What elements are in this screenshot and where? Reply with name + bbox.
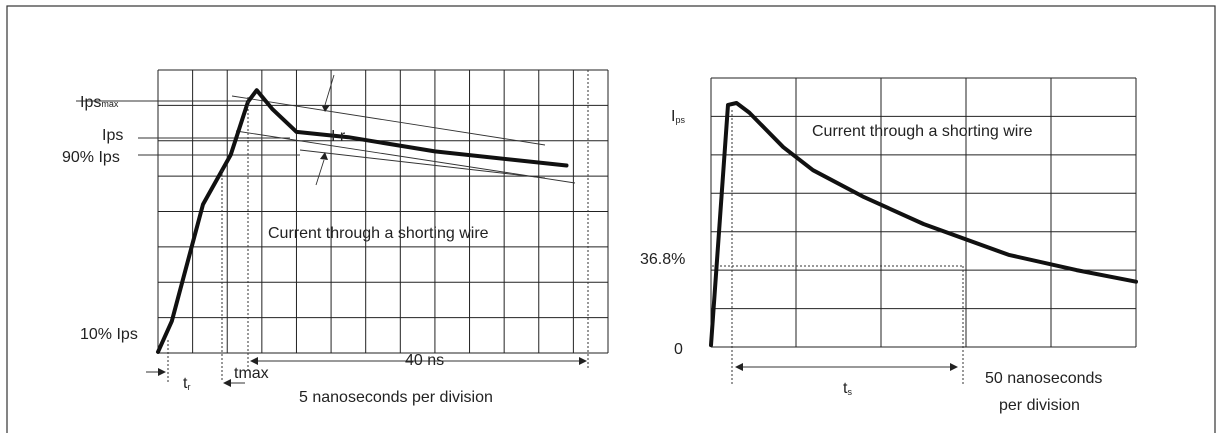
left-label-10pct: 10% Ips — [80, 326, 138, 343]
left-slope-arrow-top-head — [322, 105, 330, 112]
right-label-36pct: 36.8% — [640, 251, 685, 268]
left-label-ips: Ips — [102, 127, 123, 144]
right-label-zero: 0 — [674, 341, 683, 358]
figure-frame — [6, 5, 1216, 433]
left-label-90pct: 90% Ips — [62, 149, 120, 166]
right-label-ts: ts — [843, 380, 852, 397]
left-label-40ns: 40 ns — [405, 352, 444, 369]
left-chart: Ipsmax Ips 90% Ips 10% Ips I r Current t… — [62, 69, 609, 406]
right-grid — [710, 77, 1137, 348]
left-40ns-arrow-head-right — [579, 357, 587, 365]
right-ts-arrow-head-left — [735, 363, 743, 371]
right-chart: Ips 36.8% 0 Current through a shorting w… — [640, 77, 1138, 414]
left-label-tr: tr — [183, 375, 190, 392]
right-current-curve — [709, 101, 1138, 348]
left-slope-arrow-bottom-head — [320, 152, 328, 160]
left-annotation: Current through a shorting wire — [268, 225, 489, 242]
left-tr-arrow-head — [158, 368, 166, 376]
left-tmax-arrow-head — [223, 379, 231, 387]
left-label-ips-max: Ipsmax — [80, 94, 119, 111]
left-grid — [157, 69, 609, 354]
right-ts-arrow-head-right — [950, 363, 958, 371]
left-upper-envelope — [231, 95, 546, 146]
left-slope-arrow-bottom — [315, 159, 325, 186]
right-annotation: Current through a shorting wire — [812, 123, 1033, 140]
right-x-axis-label-line1: 50 nanoseconds — [985, 370, 1102, 387]
left-tangent-line — [299, 149, 546, 179]
left-slope-arrow-top — [324, 74, 335, 106]
right-x-axis-label-line2: per division — [999, 397, 1080, 414]
left-current-curve — [156, 88, 569, 354]
right-label-ips: Ips — [671, 108, 685, 125]
left-40ns-arrow-head-left — [250, 357, 258, 365]
left-lower-envelope — [235, 130, 576, 184]
left-x-axis-label: 5 nanoseconds per division — [299, 389, 493, 406]
left-slope-label: I r — [331, 128, 346, 145]
left-label-tmax: tmax — [234, 365, 269, 382]
